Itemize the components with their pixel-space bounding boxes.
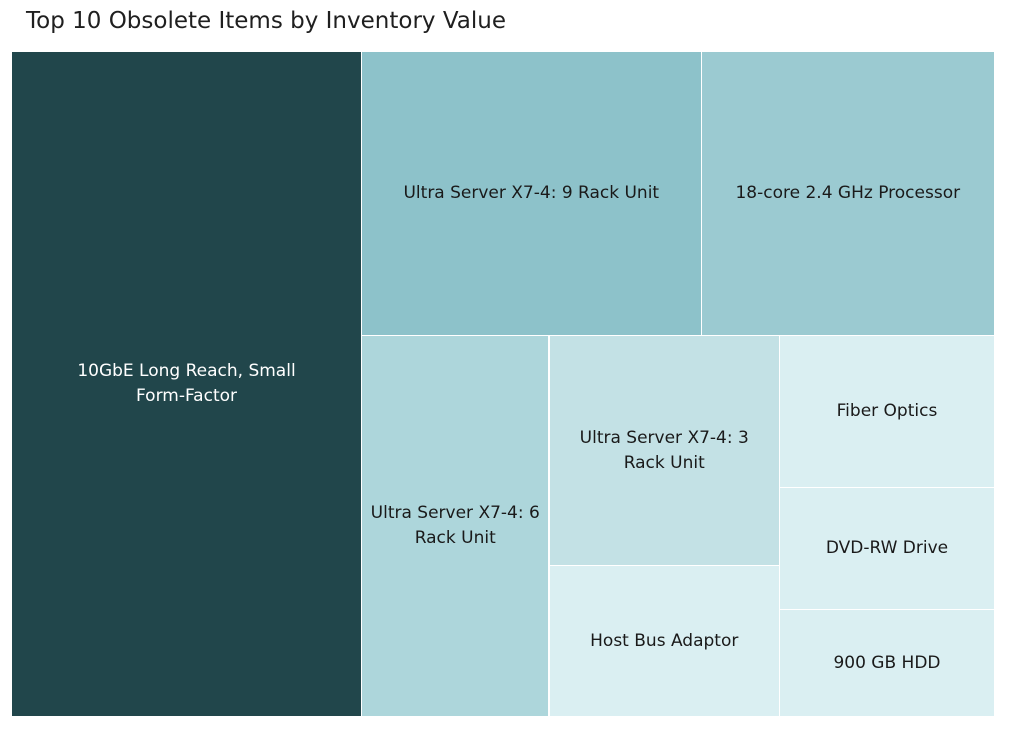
- treemap: 10GbE Long Reach, Small Form-Factor Ultra…: [12, 52, 995, 717]
- treemap-cell-label: Ultra Server X7-4: 3 Rack Unit: [579, 427, 749, 473]
- treemap-cell[interactable]: Ultra Server X7-4: 3 Rack Unit: [549, 335, 780, 567]
- treemap-cell-label: 18-core 2.4 GHz Processor: [735, 182, 961, 203]
- treemap-cell[interactable]: DVD-RW Drive: [779, 488, 995, 611]
- treemap-cell[interactable]: Fiber Optics: [779, 335, 995, 489]
- treemap-cell[interactable]: Ultra Server X7-4: 6 Rack Unit: [362, 335, 550, 717]
- treemap-cell-label: Ultra Server X7-4: 9 Rack Unit: [403, 182, 660, 203]
- treemap-cell[interactable]: Ultra Server X7-4: 9 Rack Unit: [362, 52, 702, 336]
- treemap-cell-label: Ultra Server X7-4: 6 Rack Unit: [370, 502, 540, 548]
- treemap-cell-label: 10GbE Long Reach, Small Form-Factor: [77, 361, 296, 406]
- treemap-cell[interactable]: 10GbE Long Reach, Small Form-Factor: [12, 52, 362, 717]
- treemap-cell-label: Host Bus Adaptor: [590, 630, 739, 651]
- chart-title: Top 10 Obsolete Items by Inventory Value: [26, 8, 506, 34]
- treemap-cell[interactable]: 900 GB HDD: [779, 610, 995, 717]
- treemap-cell-label: DVD-RW Drive: [825, 538, 949, 559]
- treemap-cell[interactable]: 18-core 2.4 GHz Processor: [701, 52, 995, 336]
- treemap-cell-label: Fiber Optics: [836, 401, 938, 422]
- treemap-cell-label: 900 GB HDD: [833, 652, 941, 673]
- treemap-cell[interactable]: Host Bus Adaptor: [549, 566, 780, 717]
